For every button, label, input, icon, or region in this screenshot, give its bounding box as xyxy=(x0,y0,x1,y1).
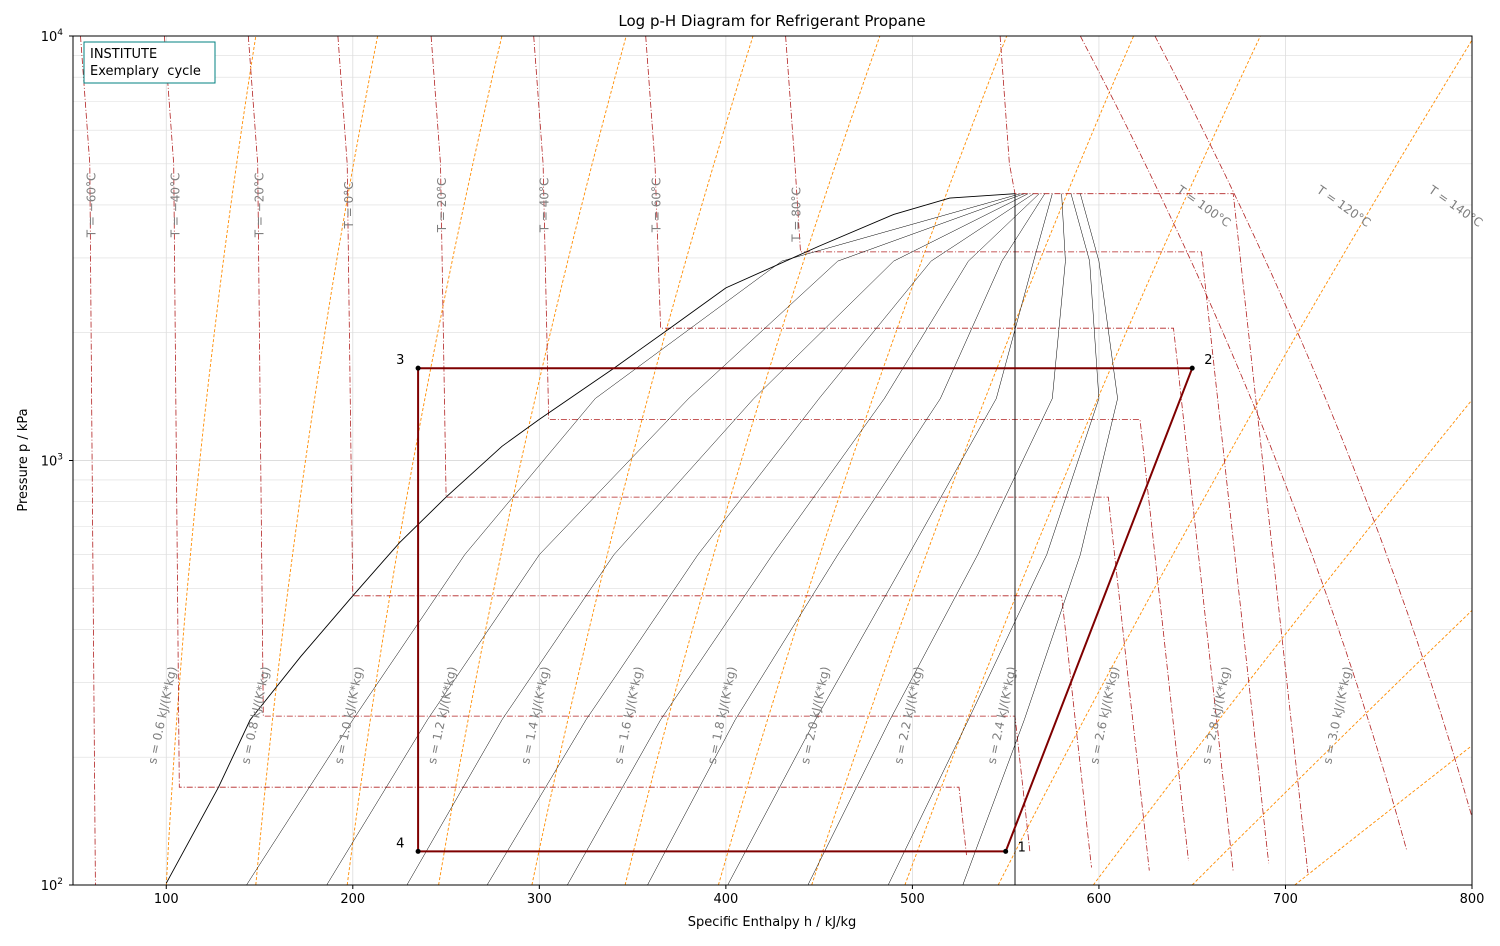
x-tick-label: 400 xyxy=(713,892,738,907)
chart-title: Log p-H Diagram for Refrigerant Propane xyxy=(618,12,925,30)
isentrope-line xyxy=(165,36,257,885)
quality-line xyxy=(326,193,1025,885)
isotherm-line xyxy=(337,36,1092,868)
isentrope-line xyxy=(624,36,881,885)
isentrope-line xyxy=(1191,609,1472,885)
isentrope-line xyxy=(717,36,1008,885)
annotation-box: INSTITUTE Exemplary cycle xyxy=(83,41,216,84)
quality-line xyxy=(246,193,1021,885)
isentrope-line xyxy=(904,36,1261,885)
x-tick-label: 300 xyxy=(527,892,552,907)
x-tick-label: 600 xyxy=(1087,892,1112,907)
isentrope-line xyxy=(346,36,503,885)
isotherm-line xyxy=(430,36,1150,871)
quality-line xyxy=(567,193,1040,885)
y-tick-label: 102 xyxy=(41,877,63,894)
isotherm-label: T = 80°C xyxy=(789,187,803,243)
isotherm-line xyxy=(1079,36,1408,852)
isotherm-line xyxy=(999,36,1309,873)
x-tick-label: 200 xyxy=(340,892,365,907)
cycle-point-label: 2 xyxy=(1204,353,1212,368)
x-tick-label: 700 xyxy=(1273,892,1298,907)
isentrope-line xyxy=(997,39,1472,885)
plot-layer xyxy=(80,36,1472,885)
isotherm-label: T = 60°C xyxy=(650,178,664,234)
isotherm-line xyxy=(164,36,967,856)
y-axis-label: Pressure p / kPa xyxy=(16,408,31,511)
quality-line xyxy=(647,193,1046,885)
annotation-line-1: INSTITUTE xyxy=(90,47,157,62)
tick-layer: 100 200 300 400 500 600 700 800 102 103 104 xyxy=(41,28,1485,907)
isotherm-label: T = 0°C xyxy=(342,181,356,229)
y-tick-label: 104 xyxy=(41,28,64,45)
isentrope-line xyxy=(1092,399,1472,885)
isentrope-line xyxy=(531,36,754,885)
quality-line xyxy=(406,193,1029,885)
isotherm-line xyxy=(1154,36,1472,819)
isotherm-label: T = −60°C xyxy=(84,173,98,239)
cycle-point-label: 4 xyxy=(396,836,404,851)
quality-line xyxy=(887,193,1100,885)
annotation-frame xyxy=(83,41,216,84)
cycle-point-label: 3 xyxy=(396,353,404,368)
cycle-point-marker xyxy=(415,365,421,371)
isentrope-line xyxy=(438,36,627,885)
quality-line xyxy=(486,193,1034,885)
x-tick-label: 500 xyxy=(900,892,925,907)
saturated-liquid-line xyxy=(165,193,1016,884)
x-tick-label: 100 xyxy=(154,892,179,907)
isotherm-line xyxy=(645,36,1234,872)
isotherm-line xyxy=(533,36,1189,861)
y-tick-label: 103 xyxy=(41,453,63,470)
isentrope-line xyxy=(255,36,379,885)
isotherm-line xyxy=(80,36,866,885)
isotherm-label: T = 40°C xyxy=(538,178,552,234)
cycle-point-label: 1 xyxy=(1018,840,1026,855)
quality-line xyxy=(727,193,1053,885)
cycle-point-marker xyxy=(1003,848,1009,854)
isotherm-label: T = 20°C xyxy=(435,178,449,234)
cycle-point-marker xyxy=(1189,365,1195,371)
cycle-point-marker xyxy=(415,848,421,854)
annotation-line-2: Exemplary cycle xyxy=(90,64,201,79)
x-axis-label: Specific Enthalpy h / kJ/kg xyxy=(688,915,857,930)
isotherm-label: T = −40°C xyxy=(168,173,182,239)
isotherm-label: T = −20°C xyxy=(252,173,266,239)
x-tick-label: 800 xyxy=(1460,892,1485,907)
quality-line xyxy=(962,193,1118,885)
